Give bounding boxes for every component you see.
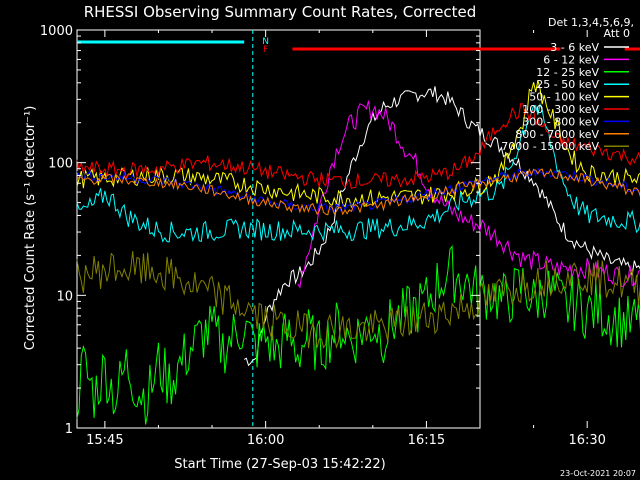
legend-entry-label: 50 - 100 keV xyxy=(529,91,599,104)
legend-entry-label: 6 - 12 keV xyxy=(543,53,599,66)
legend-header-detectors: Det 1,3,4,5,6,9, xyxy=(548,16,634,29)
series-lines xyxy=(76,80,640,425)
y-tick-label: 1 xyxy=(65,422,73,437)
series-line-7 xyxy=(76,168,640,216)
series-line-3 xyxy=(76,102,640,243)
series-line-8 xyxy=(76,251,640,350)
x-tick-label: 16:30 xyxy=(568,433,605,448)
legend-header-attenuator: Att 0 xyxy=(604,27,630,40)
chart-title: RHESSI Observing Summary Count Rates, Co… xyxy=(84,3,477,21)
series-line-0 xyxy=(243,86,640,367)
saa-flare-flags: NF xyxy=(77,30,640,428)
legend-entry-label: 300 - 800 keV xyxy=(522,115,599,128)
legend-entry-label: 12 - 25 keV xyxy=(536,66,599,79)
timestamp: 23-Oct-2021 20:07 xyxy=(560,469,636,478)
series-line-6 xyxy=(76,167,640,214)
series-line-5 xyxy=(76,103,640,190)
y-tick-label: 10 xyxy=(56,289,73,304)
y-tick-label: 100 xyxy=(48,157,73,172)
legend-entry-label: 3 - 6 keV xyxy=(550,41,599,54)
y-tick-label: 1000 xyxy=(40,24,73,39)
night-flag-label: N xyxy=(262,37,269,47)
series-line-1 xyxy=(297,100,640,289)
legend-entry-label: 25 - 50 keV xyxy=(536,78,599,91)
series-line-4 xyxy=(76,80,640,209)
y-axis-label: Corrected Count Rate (s⁻¹ detector⁻¹) xyxy=(23,106,38,351)
x-axis-label: Start Time (27-Sep-03 15:42:22) xyxy=(174,457,385,472)
y-axis-ticks: 1 10 100 1000 xyxy=(40,24,480,437)
series-line-2 xyxy=(76,245,640,425)
x-tick-label: 16:15 xyxy=(408,433,445,448)
legend-entry-label: 800 - 7000 keV xyxy=(515,128,599,141)
legend-entry-label: 100 - 300 keV xyxy=(522,103,599,116)
legend-entry-label: 7000 - 15000 keV xyxy=(501,140,599,153)
x-tick-label: 16:00 xyxy=(247,433,284,448)
x-tick-label: 15:45 xyxy=(86,433,123,448)
flare-flag-label: F xyxy=(263,45,268,55)
